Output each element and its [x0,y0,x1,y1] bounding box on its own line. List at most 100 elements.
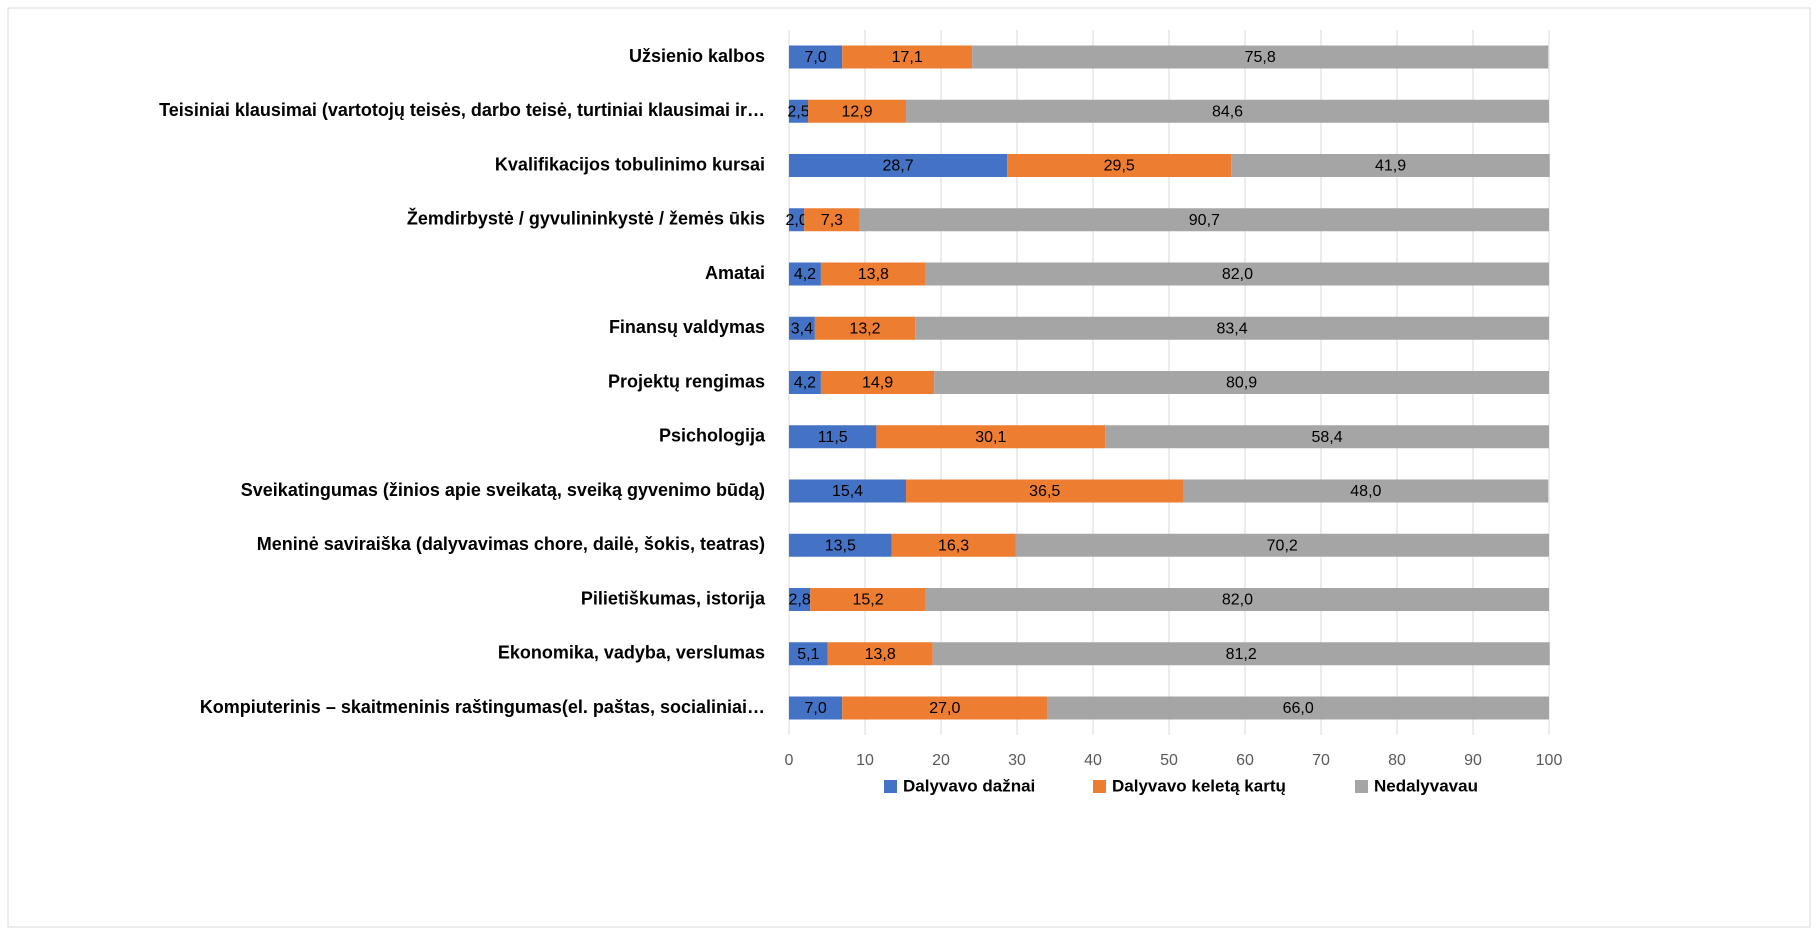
data-label: 41,9 [1375,158,1406,175]
y-tick-label: Kvalifikacijos tobulinimo kursai [495,154,765,174]
data-label: 48,0 [1350,483,1381,500]
y-tick-label: Amatai [705,263,765,283]
bar-segment [789,316,815,340]
bar-segment [789,533,892,557]
bar-segment [804,208,860,232]
bar-segment [827,642,933,666]
bar-segment [876,425,1106,449]
data-label: 58,4 [1312,429,1343,446]
data-label: 30,1 [975,429,1006,446]
bar-segment [859,208,1549,232]
bar-segment [1047,696,1549,720]
data-label: 29,5 [1104,158,1135,175]
x-tick-label: 60 [1236,752,1254,769]
x-tick-label: 30 [1008,752,1026,769]
data-label: 12,9 [841,103,872,120]
bar-segment [925,588,1549,611]
y-tick-label: Pilietiškumas, istorija [581,588,766,608]
bar-segment [1183,479,1549,503]
data-label: 81,2 [1226,646,1257,663]
data-label: 75,8 [1245,49,1276,66]
bar-segment [842,696,1048,720]
bar-segment [1015,533,1549,557]
y-tick-label: Meninė saviraiška (dalyvavimas chore, da… [257,534,765,554]
bar-segment [789,262,821,286]
bar-segment [842,45,973,69]
x-tick-label: 40 [1084,752,1102,769]
y-tick-label: Ekonomika, vadyba, verslumas [498,643,765,663]
data-label: 28,7 [882,158,913,175]
data-label: 4,2 [794,375,816,392]
data-label: 13,2 [849,320,880,337]
y-tick-label: Teisiniai klausimai (vartotojų teisės, d… [159,100,765,120]
bar-segment [789,99,808,123]
x-tick-label: 70 [1312,752,1330,769]
data-label: 15,4 [832,483,863,500]
bar-segment [820,262,926,286]
data-label: 15,2 [852,592,883,609]
data-label: 13,5 [825,537,856,554]
data-label: 2,5 [787,103,809,120]
y-tick-label: Kompiuterinis – skaitmeninis raštingumas… [200,697,765,717]
data-label: 7,0 [804,700,826,717]
data-label: 84,6 [1212,103,1243,120]
legend-swatch [884,780,897,793]
bar-segment [915,316,1549,340]
legend-label: Dalyvavo keletą kartų [1112,776,1286,795]
data-label: 17,1 [892,49,923,66]
y-tick-label: Žemdirbystė / gyvulininkystė / žemės ūki… [407,208,765,229]
bar-segment [789,696,843,720]
legend-label: Nedalyvavau [1374,776,1478,795]
x-tick-label: 50 [1160,752,1178,769]
data-label: 27,0 [929,700,960,717]
y-tick-label: Psichologija [659,426,766,446]
data-label: 82,0 [1222,266,1253,283]
data-label: 90,7 [1189,212,1220,229]
y-tick-label: Finansų valdymas [609,317,765,337]
data-label: 2,8 [789,592,811,609]
x-tick-label: 20 [932,752,950,769]
bar-segment [808,99,907,123]
data-label: 16,3 [938,537,969,554]
data-label: 80,9 [1226,375,1257,392]
bar-segment [934,371,1549,394]
legend-label: Dalyvavo dažnai [903,776,1035,795]
data-label: 3,4 [791,320,813,337]
data-label: 83,4 [1217,320,1248,337]
data-label: 5,1 [797,646,819,663]
bar-segment [820,371,935,394]
data-label: 13,8 [858,266,889,283]
data-label: 36,5 [1029,483,1060,500]
bar-segment [1231,154,1550,177]
data-label: 7,3 [821,212,843,229]
data-label: 4,2 [794,266,816,283]
x-tick-label: 80 [1388,752,1406,769]
bar-segment [1007,154,1232,177]
bar-segment [906,479,1184,503]
bar-segment [1105,425,1549,449]
chart-border [7,7,1811,928]
bar-segment [789,479,907,503]
data-label: 11,5 [818,429,848,446]
bar-segment [789,588,811,611]
bar-segment [906,99,1549,123]
x-tick-label: 100 [1536,752,1563,769]
data-label: 13,8 [865,646,896,663]
bar-segment [925,262,1549,286]
bar-segment [891,533,1016,557]
data-label: 70,2 [1267,537,1298,554]
legend-swatch [1355,780,1368,793]
x-tick-label: 90 [1464,752,1482,769]
bar-segment [932,642,1550,666]
y-tick-label: Sveikatingumas (žinios apie sveikatą, sv… [241,480,765,500]
bar-segment [789,425,877,449]
legend-swatch [1093,780,1106,793]
x-tick-label: 10 [856,752,874,769]
bar-segment [972,45,1549,69]
bar-segment [789,371,821,394]
bar-segment [789,208,805,232]
bar-segment [810,588,926,611]
bar-segment [789,154,1008,177]
bar-segment [814,316,916,340]
